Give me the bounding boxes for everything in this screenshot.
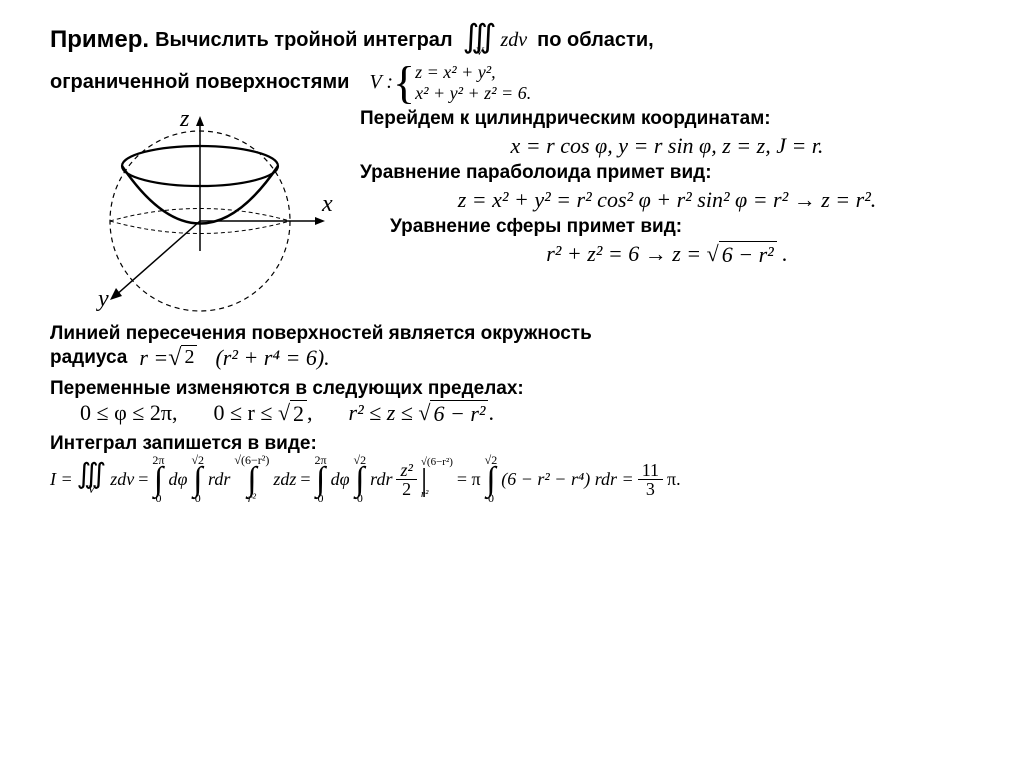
int-rdr-2: √2 ∫ 0 xyxy=(354,455,367,504)
final-triple-int: ∭ V xyxy=(77,465,107,493)
example-label: Пример. xyxy=(50,26,149,54)
diagram-text-section: z x y Перейдем к цилиндрическим координа… xyxy=(50,106,974,321)
sphere-caption: Уравнение сферы примет вид: xyxy=(360,216,974,238)
intersection-line-1: Линией пересечения поверхностей является… xyxy=(50,323,974,345)
region-v-label: V : xyxy=(369,71,393,94)
int-dphi-2: 2π ∫ 0 xyxy=(315,455,327,504)
integral-subscript: V xyxy=(476,47,483,55)
region-eq-1: z = x² + y², xyxy=(415,62,531,83)
title-suffix: по области, xyxy=(537,29,654,52)
final-caption: Интеграл запишется в виде: xyxy=(50,433,974,455)
sphere-paraboloid-diagram: z x y xyxy=(50,106,340,316)
int-dphi-1: 2π ∫ 0 xyxy=(152,455,164,504)
int-rdr-1: √2 ∫ 0 xyxy=(191,455,204,504)
eval-bar: √(6−r²) | r² xyxy=(421,458,453,500)
radius-label: радиуса xyxy=(50,347,127,369)
diagram-column: z x y xyxy=(50,106,340,321)
region-row: ограниченной поверхностями V : { z = x² … xyxy=(50,62,974,104)
sphere-eq: r² + z² = 6 → z = √6 − r² . xyxy=(360,241,974,268)
int-final: √2 ∫ 0 xyxy=(485,455,498,504)
cylindrical-eq: x = r cos φ, y = r sin φ, z = z, J = r. xyxy=(511,133,824,158)
paraboloid-caption: Уравнение параболоида примет вид: xyxy=(360,162,974,184)
title-row: Пример. Вычислить тройной интеграл ∭ V z… xyxy=(50,25,974,56)
radius-eq-left: r = xyxy=(139,345,168,371)
bounds-row: 0 ≤ φ ≤ 2π, 0 ≤ r ≤ √2, r² ≤ z ≤ √6 − r²… xyxy=(50,400,974,427)
integral-expression: zdv xyxy=(500,29,527,52)
axis-z-label: z xyxy=(179,106,190,132)
final-integral-line: I = ∭ V zdv = 2π ∫ 0 dφ √2 ∫ 0 rdr √(6−r… xyxy=(50,455,974,504)
bounded-by-label: ограниченной поверхностями xyxy=(50,71,349,94)
cylindrical-caption: Перейдем к цилиндрическим координатам: xyxy=(360,108,974,130)
region-brace: { z = x² + y², x² + y² + z² = 6. xyxy=(393,62,531,104)
int-zdz: √(6−r²) ∫ r² xyxy=(234,455,269,504)
final-I: I = xyxy=(50,469,73,490)
bound-z: r² ≤ z ≤ √6 − r². xyxy=(349,400,494,427)
title-text: Вычислить тройной интеграл xyxy=(155,29,453,52)
paraboloid-eq: z = x² + y² = r² cos² φ + r² sin² φ = r²… xyxy=(458,187,877,212)
bound-phi: 0 ≤ φ ≤ 2π, xyxy=(80,400,177,426)
axis-x-label: x xyxy=(321,191,333,217)
region-eq-2: x² + y² + z² = 6. xyxy=(415,83,531,104)
z-squared-frac: z² 2 xyxy=(396,461,416,498)
radius-row: радиуса r = √2 (r² + r⁴ = 6). xyxy=(50,345,974,372)
steps-column: Перейдем к цилиндрическим координатам: x… xyxy=(360,106,974,271)
axis-y-label: y xyxy=(96,286,109,312)
triple-integral-header: ∭ V zdv xyxy=(463,25,528,56)
radius-paren-eq: (r² + r⁴ = 6). xyxy=(215,345,329,371)
bounds-caption: Переменные изменяются в следующих предел… xyxy=(50,378,974,400)
result-frac: 11 3 xyxy=(638,461,663,498)
radius-sqrt: 2 xyxy=(181,345,197,369)
bound-r: 0 ≤ r ≤ √2, xyxy=(213,400,312,427)
